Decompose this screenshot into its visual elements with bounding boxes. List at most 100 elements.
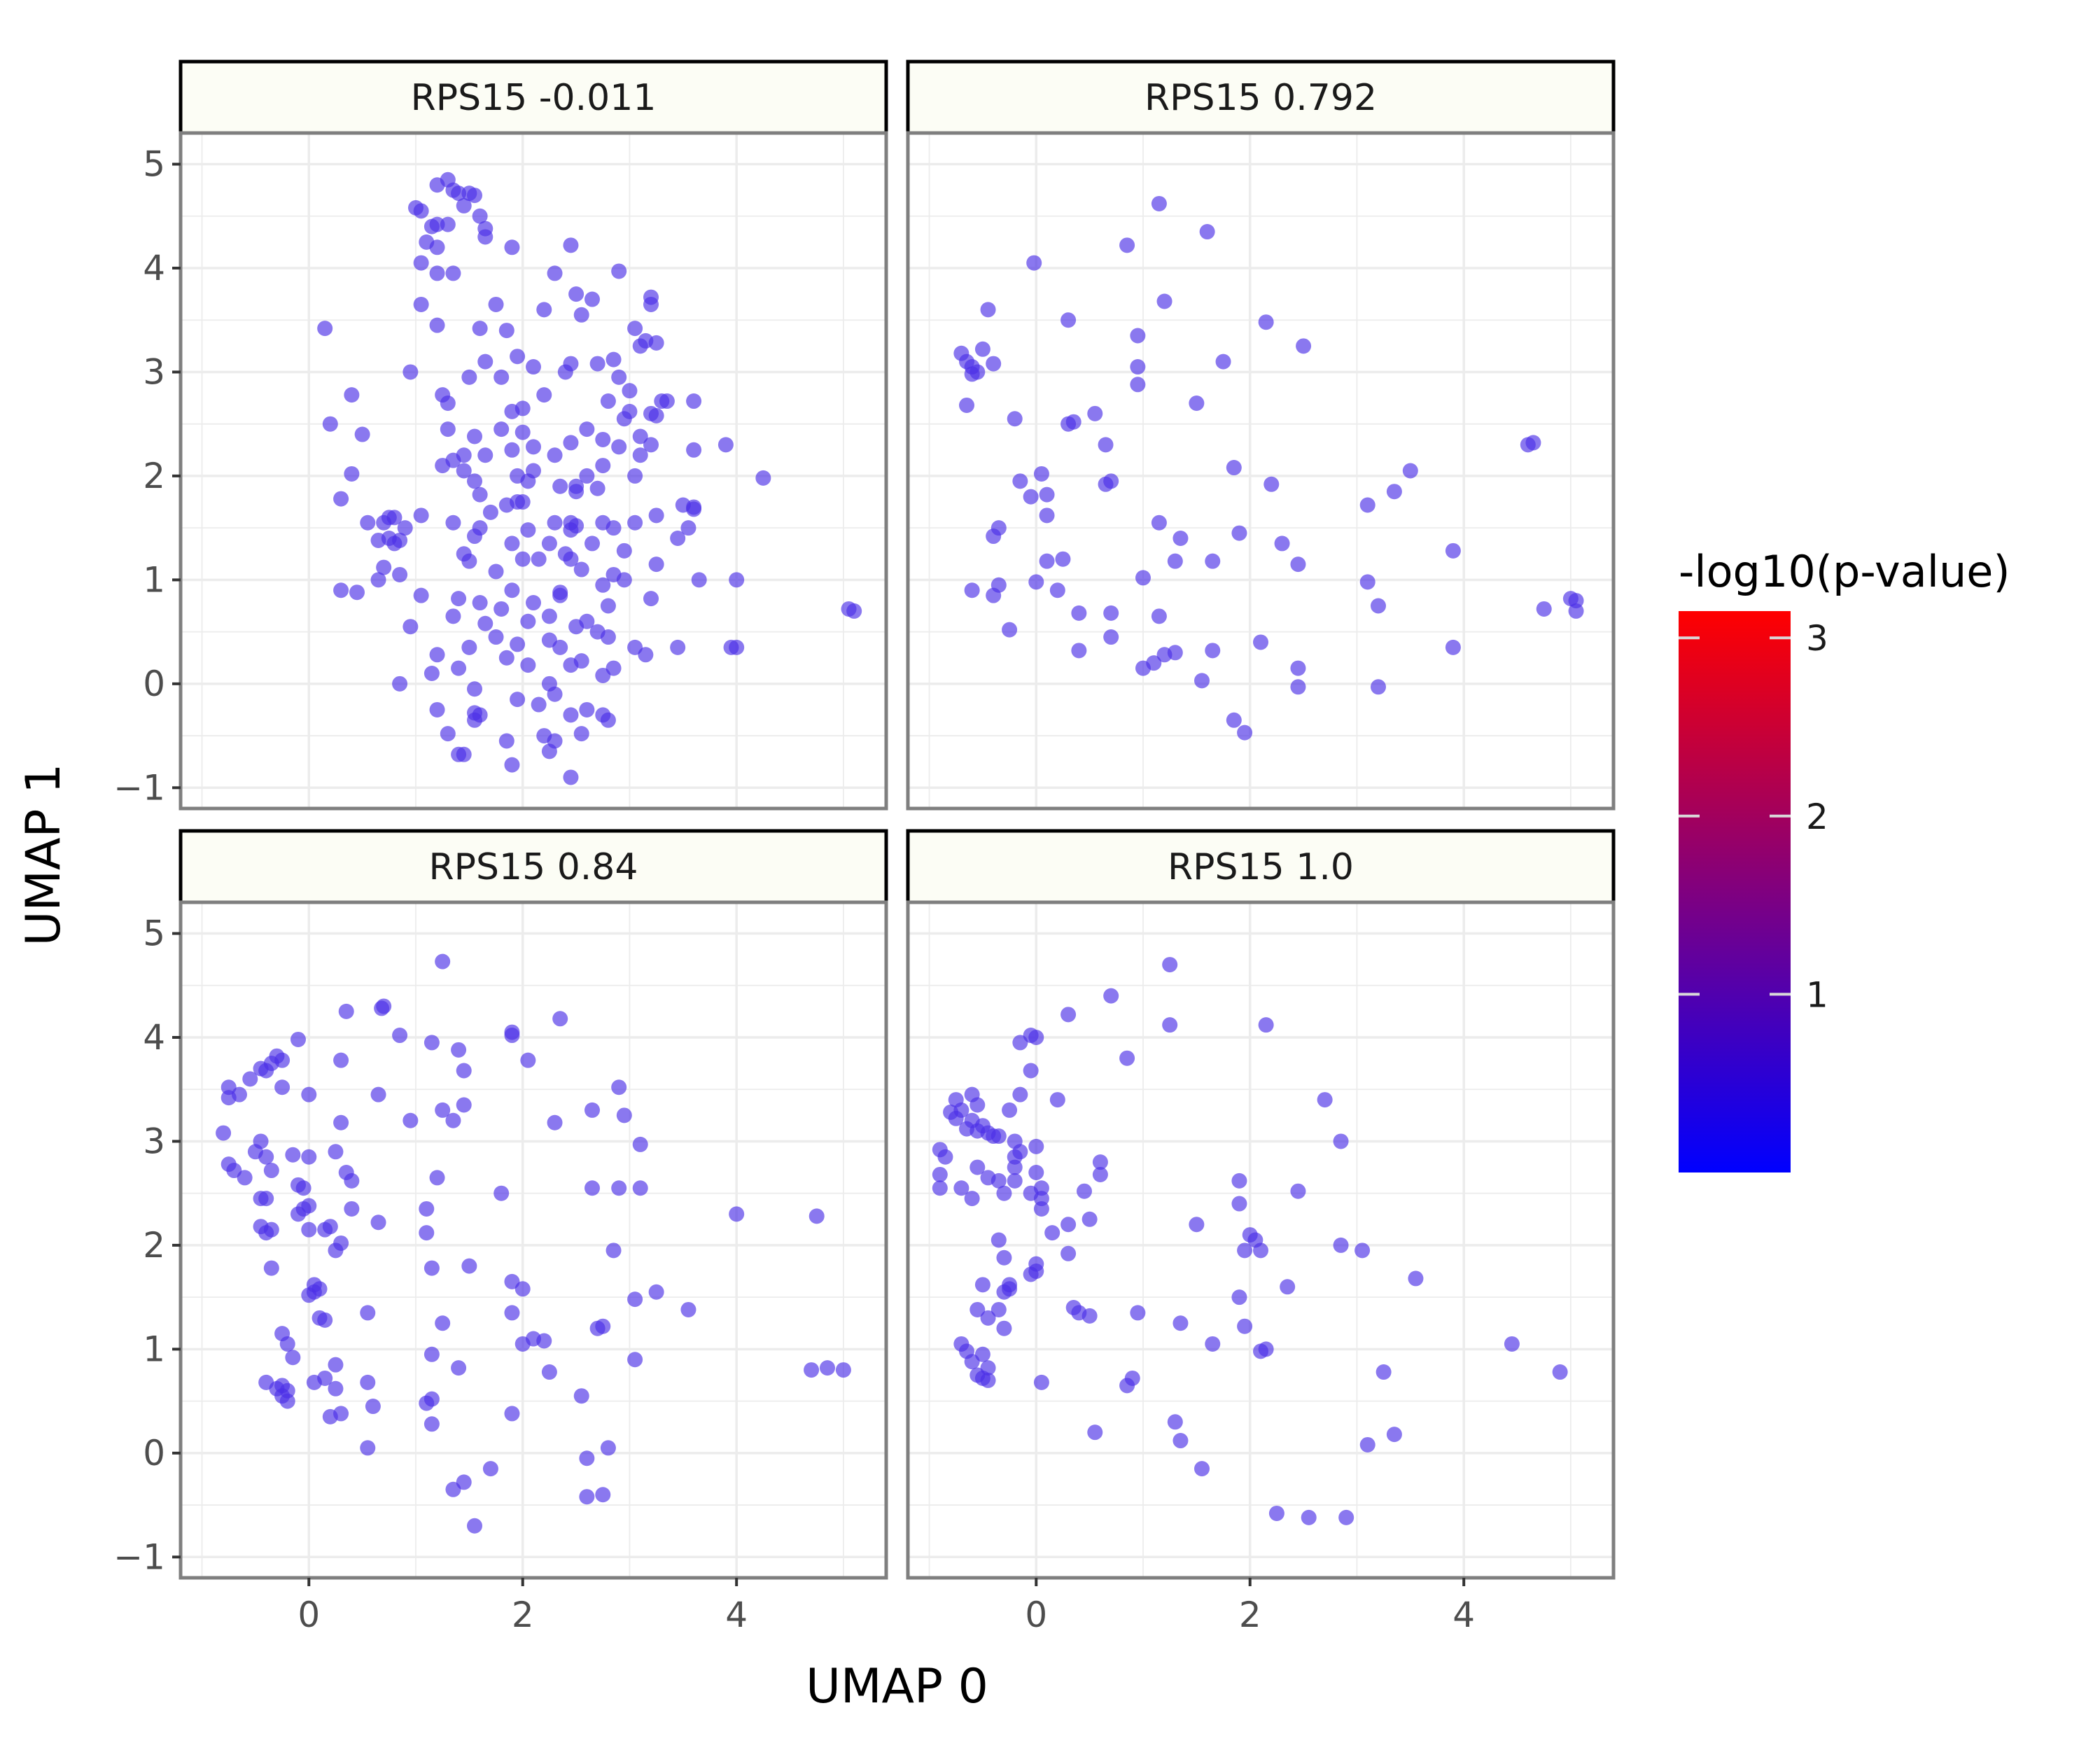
data-point (584, 1180, 600, 1196)
data-point (1060, 312, 1077, 328)
data-point (328, 1357, 344, 1373)
data-point (589, 480, 606, 496)
data-point (1002, 1102, 1018, 1118)
data-point (1445, 542, 1461, 559)
scatter-points (953, 195, 1584, 741)
data-point (301, 1287, 317, 1303)
y-tick-label: −1 (113, 767, 165, 808)
data-point (220, 1090, 237, 1106)
y-tick-label: 0 (143, 1433, 165, 1474)
data-point (1028, 1264, 1044, 1280)
data-point (322, 1219, 338, 1235)
data-point (996, 1250, 1012, 1266)
y-tick-label: 1 (143, 559, 165, 600)
data-point (1215, 354, 1231, 370)
data-point (526, 359, 541, 375)
data-point (456, 463, 472, 479)
data-point (1359, 574, 1376, 590)
data-point (1130, 377, 1146, 393)
data-point (1092, 1154, 1108, 1170)
data-point (514, 424, 531, 440)
data-point (338, 1003, 354, 1019)
data-point (429, 177, 445, 193)
data-point (969, 1159, 986, 1175)
data-point (1231, 525, 1247, 541)
data-point (322, 416, 338, 432)
data-point (419, 1395, 435, 1411)
data-point (1049, 1092, 1065, 1108)
data-point (600, 598, 616, 614)
data-point (402, 1112, 419, 1128)
data-point (429, 239, 445, 255)
data-point (568, 518, 584, 534)
data-point (1536, 601, 1552, 617)
data-point (1156, 293, 1172, 309)
y-tick-label: 1 (143, 1329, 165, 1369)
data-point (504, 1028, 520, 1044)
data-point (1226, 460, 1242, 476)
data-point (600, 393, 616, 410)
data-point (563, 237, 579, 253)
data-point (504, 1305, 520, 1321)
data-point (1354, 1242, 1371, 1259)
x-axis-title: UMAP 0 (806, 1659, 988, 1714)
data-point (1237, 1242, 1253, 1259)
data-point (1044, 1225, 1060, 1241)
y-tick-label: 3 (143, 1121, 165, 1161)
x-tick-label: 0 (298, 1595, 320, 1635)
data-point (1135, 660, 1151, 676)
data-point (964, 582, 980, 598)
data-point (467, 473, 482, 489)
data-point (451, 591, 467, 607)
data-point (729, 1206, 745, 1222)
data-point (974, 341, 990, 357)
data-point (424, 1260, 440, 1276)
data-point (579, 1450, 595, 1466)
data-point (627, 1292, 643, 1308)
data-point (328, 1380, 344, 1396)
data-point (301, 1222, 317, 1238)
x-tick-label: 2 (1239, 1595, 1261, 1635)
data-point (1301, 1509, 1317, 1525)
data-point (670, 531, 686, 546)
data-point (333, 1406, 349, 1422)
grid-lines (181, 902, 886, 1578)
data-point (467, 681, 482, 697)
data-point (1039, 486, 1055, 503)
data-point (504, 442, 520, 458)
data-point (392, 532, 408, 548)
data-point (589, 356, 606, 372)
data-point (1194, 673, 1210, 689)
data-point (611, 1180, 627, 1196)
data-point (568, 286, 584, 302)
data-point (419, 1200, 435, 1217)
data-point (1033, 465, 1049, 482)
data-point (1023, 1063, 1039, 1079)
data-point (686, 442, 702, 458)
data-point (1199, 224, 1215, 240)
data-point (1103, 605, 1119, 621)
data-point (990, 1172, 1007, 1189)
y-tick-label: 3 (143, 351, 165, 392)
data-point (435, 458, 451, 474)
data-point (659, 393, 675, 410)
facet-panel: RPS15 0.84 (178, 829, 888, 1580)
data-point (990, 1232, 1007, 1248)
y-tick-label: 4 (143, 1017, 165, 1058)
data-point (429, 317, 445, 333)
data-point (611, 1079, 627, 1096)
data-point (969, 1301, 986, 1317)
data-point (932, 1166, 948, 1182)
data-point (520, 473, 536, 489)
data-point (1007, 411, 1023, 427)
data-point (568, 619, 584, 635)
x-tick-label: 4 (725, 1595, 748, 1635)
data-point (333, 1052, 349, 1068)
data-point (445, 608, 461, 624)
data-point (1002, 622, 1018, 638)
data-point (584, 291, 600, 307)
data-point (536, 387, 552, 403)
data-point (1023, 489, 1039, 505)
data-point (374, 1000, 390, 1016)
data-point (498, 733, 514, 749)
